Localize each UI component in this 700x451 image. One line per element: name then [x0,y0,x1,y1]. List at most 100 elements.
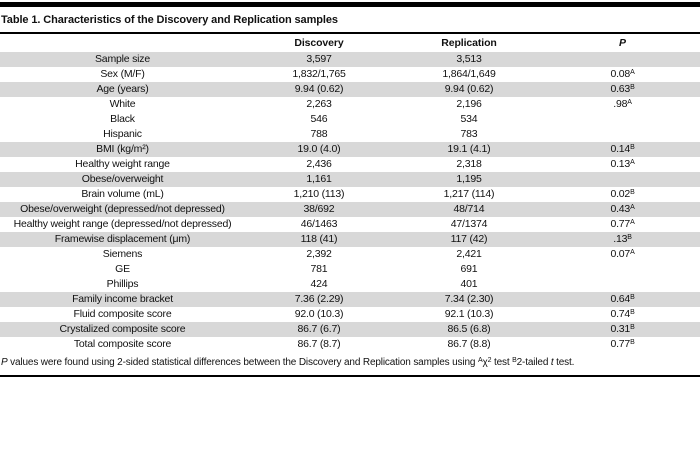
discovery-value: 2,392 [306,248,332,260]
discovery-value: 86.7 (8.7) [297,338,341,350]
p-value-number: 0.63 [610,83,631,95]
header-empty [0,34,245,52]
p-value: 0.08A [545,67,700,82]
table-body: Sample size 3,597 3,513 Sex (M/F) 1,832/… [0,52,700,352]
p-value-number: 0.13 [610,158,631,170]
table-row: Healthy weight range 2,436 2,318 0.13A [0,157,700,172]
table-row: BMI (kg/m²) 19.0 (4.0) 19.1 (4.1) 0.14B [0,142,700,157]
p-value-superscript: A [630,204,635,211]
p-value [545,262,700,277]
footnote: P values were found using 2-sided statis… [0,352,700,375]
table-row: Fluid composite score 92.0 (10.3) 92.1 (… [0,307,700,322]
p-value: 0.77A [545,217,700,232]
footnote-text: 2-tailed [516,357,551,368]
header-p: P [619,37,626,49]
table-row: Hispanic 788 783 [0,127,700,142]
chi-squared-superscript: 2 [487,357,492,364]
p-value: 0.13A [545,157,700,172]
p-value-superscript: B [630,144,635,151]
p-value-superscript: B [630,339,635,346]
p-value-number: .13 [613,233,628,245]
p-value-superscript: A [627,99,632,106]
p-value: 0.63B [545,82,700,97]
replication-value: 1,864/1,649 [442,68,496,80]
row-label: Crystalized composite score [0,322,245,337]
footnote-text: test. [553,357,575,368]
replication-value: 2,318 [456,158,482,170]
row-label: White [109,98,136,110]
top-rule [0,2,700,7]
header-discovery: Discovery [294,37,344,49]
footnote-superscript-b: B [512,357,517,364]
discovery-value: 424 [310,278,328,290]
p-value-superscript: B [627,234,632,241]
p-value: 0.31B [545,322,700,337]
discovery-value: 92.0 (10.3) [294,308,344,320]
title-rule [0,32,700,34]
discovery-value: 1,210 (113) [293,188,345,200]
p-value-superscript: A [630,159,635,166]
row-label: Sample size [0,52,245,67]
replication-value: 783 [460,128,478,140]
row-label: Brain volume (mL) [81,188,164,200]
table-row: Phillips 424 401 [0,277,700,292]
row-label: Obese/overweight [0,172,245,187]
discovery-value: 46/1463 [300,218,338,230]
footnote-superscript-a: A [477,357,483,364]
p-value [545,172,700,187]
row-label: Obese/overweight (depressed/not depresse… [0,202,245,217]
p-value-number: 0.14 [610,143,631,155]
row-label: Phillips [106,278,139,290]
table-row: Brain volume (mL) 1,210 (113) 1,217 (114… [0,187,700,202]
p-value: 0.02B [545,187,700,202]
replication-value: 9.94 (0.62) [393,82,545,97]
p-value: 0.43A [545,202,700,217]
row-label: GE [115,263,130,275]
replication-value: 2,421 [456,248,482,260]
table-row: Sample size 3,597 3,513 [0,52,700,67]
table-row: GE 781 691 [0,262,700,277]
p-value: 0.14B [545,142,700,157]
table-figure: Table 1. Characteristics of the Discover… [0,2,700,377]
table-row: Crystalized composite score 86.7 (6.7) 8… [0,322,700,337]
discovery-value: 9.94 (0.62) [245,82,393,97]
replication-value: 534 [460,113,478,125]
row-label: Total composite score [73,338,172,350]
p-value [545,277,700,292]
row-label: BMI (kg/m²) [0,142,245,157]
p-value-number: .98 [613,98,628,110]
row-label: Healthy weight range (depressed/not depr… [13,218,232,230]
replication-value: 117 (42) [393,232,545,247]
table-title: Table 1. Characteristics of the Discover… [1,14,338,26]
p-value-superscript: B [630,84,635,91]
replication-value: 401 [460,278,478,290]
replication-value: 1,195 [393,172,545,187]
table-row: Family income bracket 7.36 (2.29) 7.34 (… [0,292,700,307]
replication-value: 47/1374 [450,218,488,230]
discovery-value: 7.36 (2.29) [245,292,393,307]
p-value-superscript: B [630,189,635,196]
discovery-value: 1,832/1,765 [292,68,346,80]
p-value-superscript: A [630,219,635,226]
footnote-text: test [491,357,513,368]
discovery-value: 781 [310,263,328,275]
replication-value: 92.1 (10.3) [444,308,494,320]
footnote-text: values were found using 2-sided statisti… [7,357,478,368]
p-value: 0.77B [545,337,700,352]
replication-value: 48/714 [393,202,545,217]
table-row: Obese/overweight (depressed/not depresse… [0,202,700,217]
p-value: 0.07A [545,247,700,262]
replication-value: 7.34 (2.30) [393,292,545,307]
p-value-number: 0.08 [610,68,631,80]
replication-value: 2,196 [456,98,482,110]
header-replication: Replication [441,37,497,49]
p-value [545,52,700,67]
table-row: Healthy weight range (depressed/not depr… [0,217,700,232]
table-row: Age (years) 9.94 (0.62) 9.94 (0.62) 0.63… [0,82,700,97]
row-label: Age (years) [0,82,245,97]
table-row: Siemens 2,392 2,421 0.07A [0,247,700,262]
p-value-number: 0.64 [610,293,631,305]
discovery-value: 38/692 [245,202,393,217]
footnote-p-symbol: P [1,357,8,368]
discovery-value: 86.7 (6.7) [245,322,393,337]
